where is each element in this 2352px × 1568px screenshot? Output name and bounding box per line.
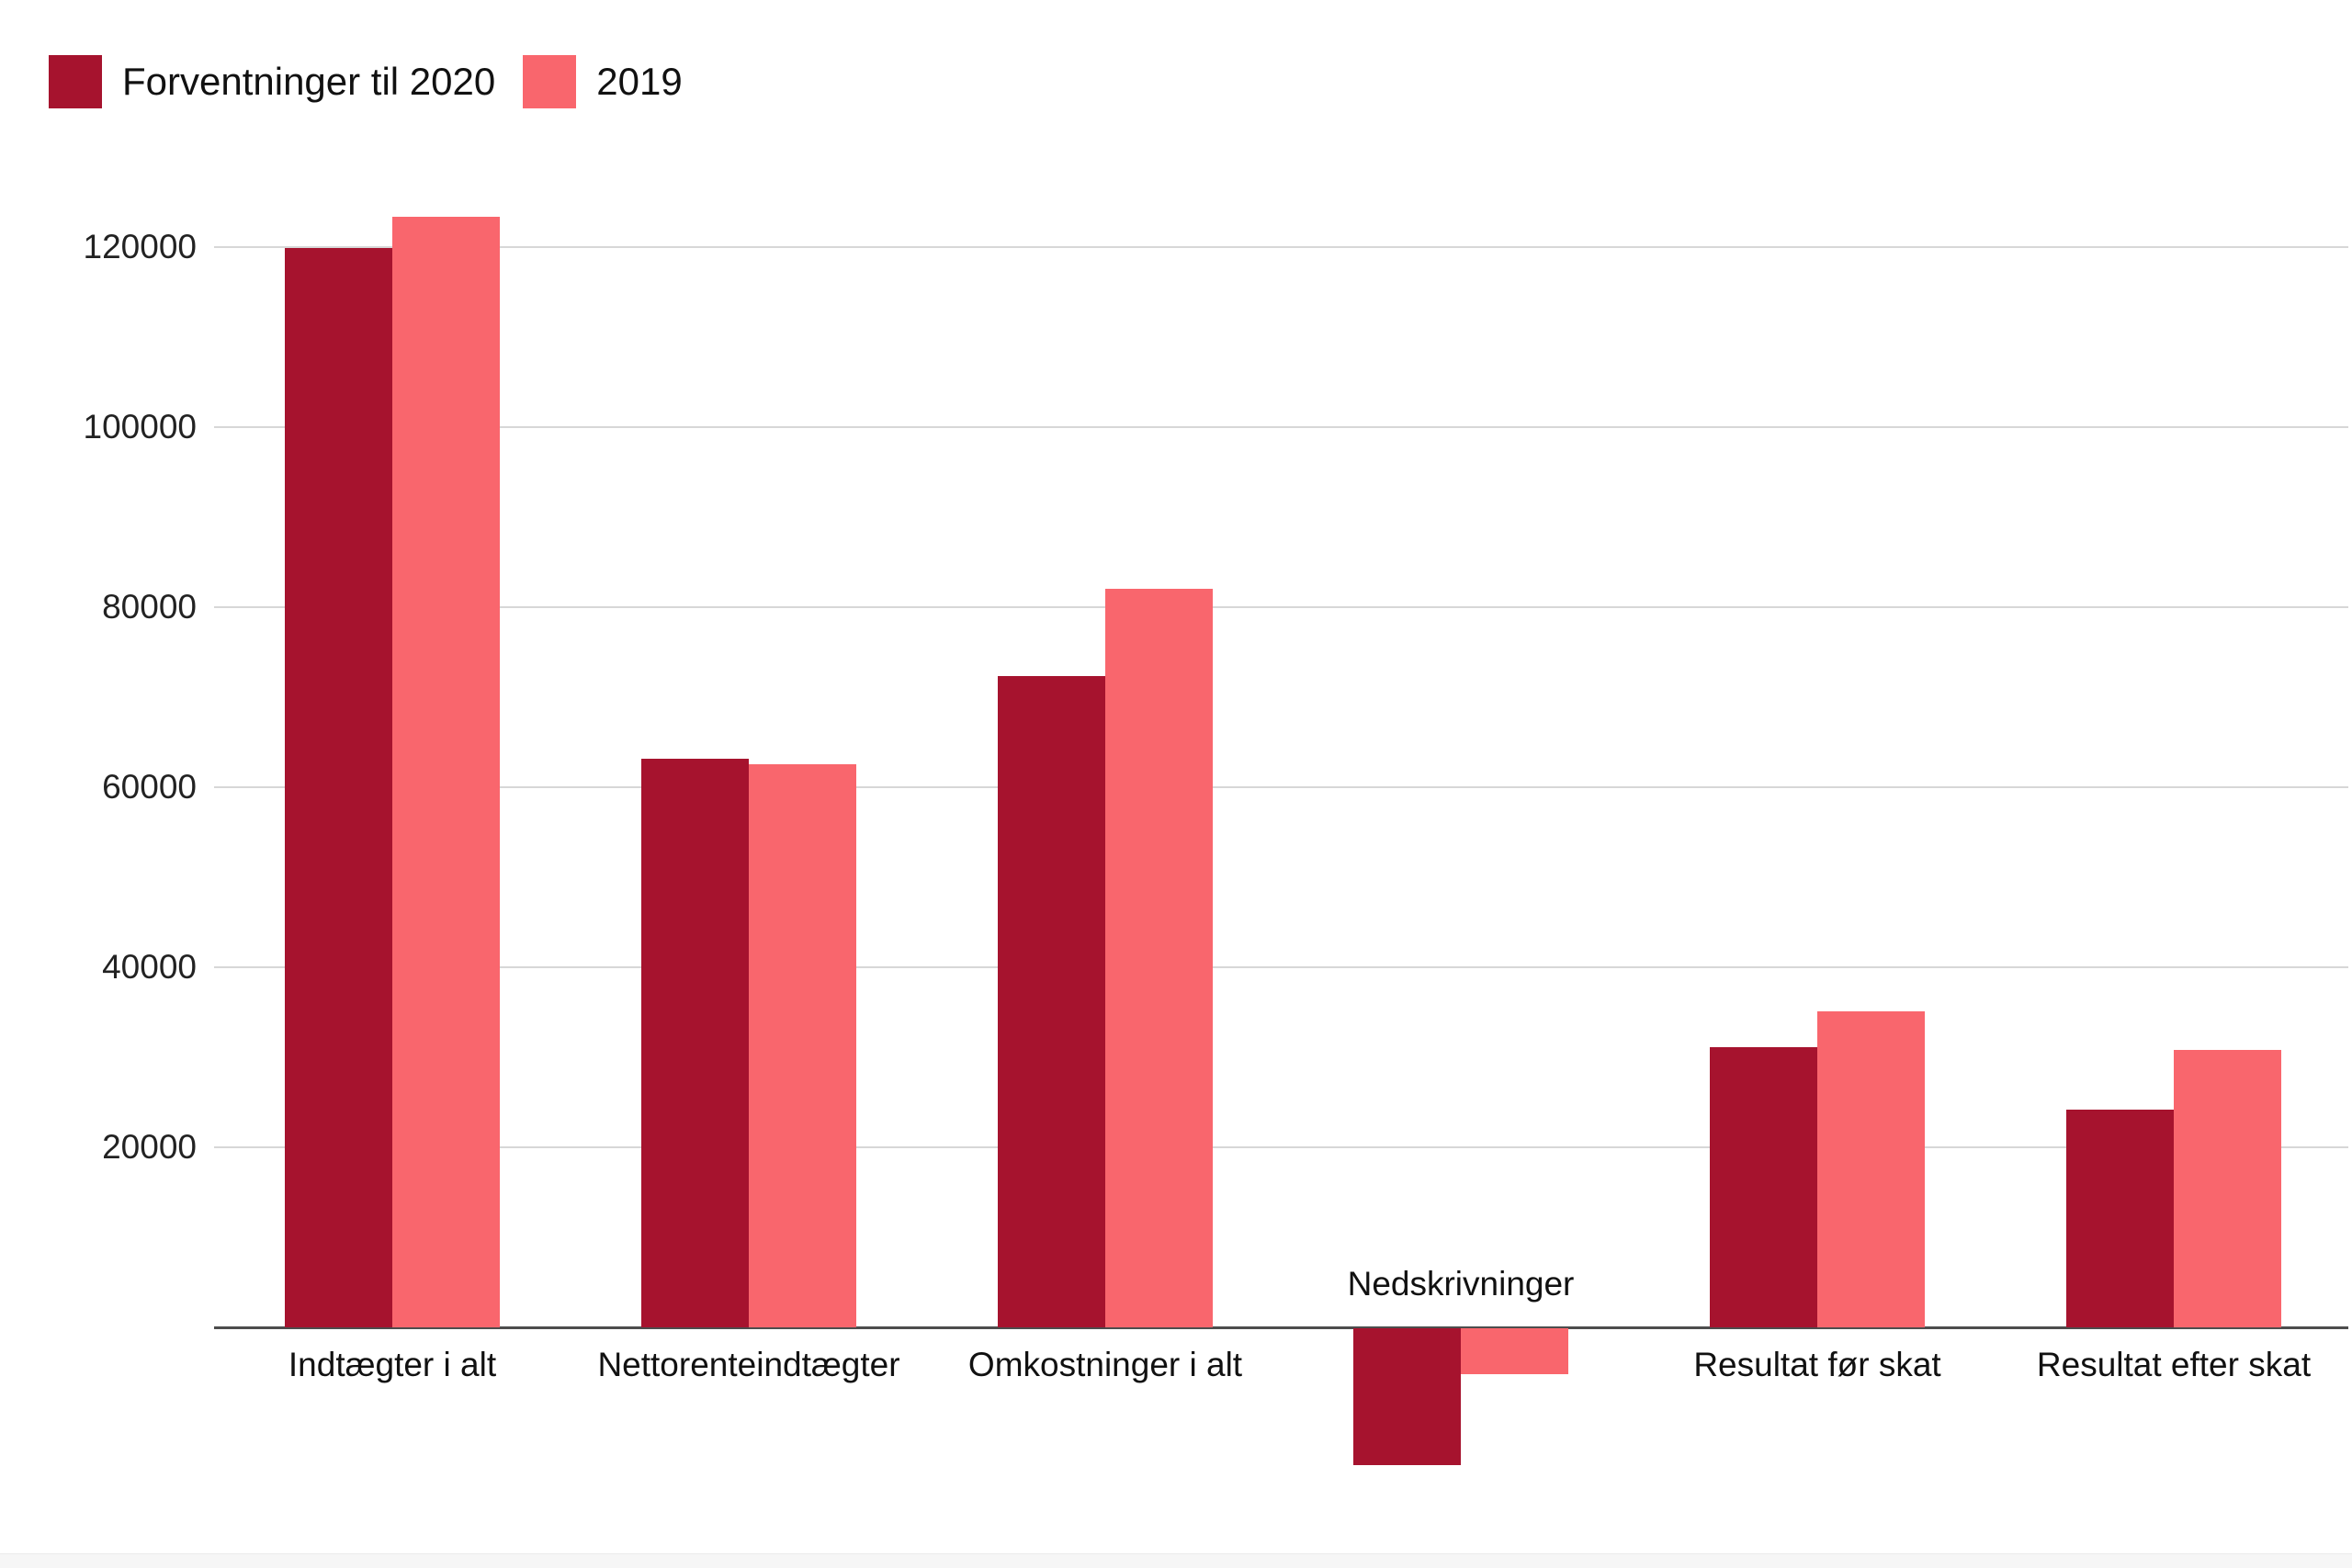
bar-forventninger-2020-6 [2066, 1109, 2174, 1327]
y-axis-tick-label: 100000 [83, 408, 197, 446]
gridline-40000 [214, 966, 2348, 968]
bar-forventninger-2020-1 [285, 247, 392, 1327]
legend: Forventninger til 2020 2019 [49, 55, 683, 108]
gridline-120000 [214, 246, 2348, 248]
legend-swatch-icon [523, 55, 577, 108]
bar-2019-2 [749, 763, 856, 1327]
gridline-20000 [214, 1146, 2348, 1148]
legend-item: Forventninger til 2020 [49, 55, 495, 108]
footer-strip [0, 1553, 2352, 1568]
legend-swatch-icon [49, 55, 102, 108]
legend-label: Forventninger til 2020 [122, 60, 496, 103]
bar-forventninger-2020-4 [1353, 1328, 1461, 1465]
legend-label: 2019 [596, 60, 683, 103]
bar-2019-5 [1817, 1011, 1925, 1327]
bar-2019-3 [1105, 589, 1213, 1327]
gridline-100000 [214, 426, 2348, 428]
x-axis-line [214, 1326, 2348, 1329]
bar-2019-1 [392, 216, 500, 1327]
x-axis-category-label: Resultat før skat [1693, 1346, 1941, 1383]
y-axis-tick-label: 80000 [102, 588, 197, 626]
bar-forventninger-2020-5 [1710, 1047, 1817, 1327]
y-axis-tick-label: 20000 [102, 1128, 197, 1166]
x-axis-category-label: Omkostninger i alt [967, 1346, 1243, 1383]
legend-item: 2019 [523, 55, 683, 108]
x-axis-category-label: Nettorenteindtægter [597, 1346, 900, 1383]
x-axis-category-label: Indtægter i alt [288, 1346, 497, 1383]
x-axis-category-label: Nedskrivninger [1347, 1265, 1575, 1303]
x-axis-category-label: Resultat efter skat [2036, 1346, 2312, 1383]
gridline-60000 [214, 786, 2348, 788]
bar-forventninger-2020-2 [641, 758, 749, 1327]
y-axis-tick-label: 120000 [83, 228, 197, 265]
y-axis-tick-label: 60000 [102, 768, 197, 806]
y-axis-tick-label: 40000 [102, 948, 197, 986]
bar-2019-6 [2174, 1050, 2281, 1327]
bar-forventninger-2020-3 [998, 676, 1105, 1327]
gridline-80000 [214, 606, 2348, 608]
bar-2019-4 [1461, 1328, 1568, 1374]
